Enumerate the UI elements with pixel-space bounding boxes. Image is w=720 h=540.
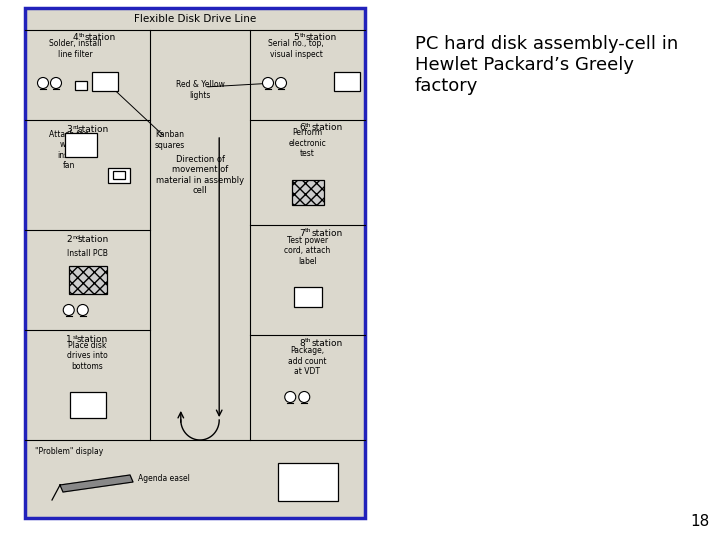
Text: Package,
add count
at VDT: Package, add count at VDT (288, 346, 327, 376)
Text: th: th (78, 33, 85, 38)
Circle shape (77, 305, 89, 315)
Text: PC hard disk assembly-cell in
Hewlet Packard’s Greely
factory: PC hard disk assembly-cell in Hewlet Pac… (415, 35, 678, 94)
Bar (92, 71, 118, 91)
Text: station: station (78, 235, 109, 245)
Text: th: th (305, 338, 312, 343)
Text: 2: 2 (66, 235, 71, 245)
Text: Solder, install
line filter: Solder, install line filter (49, 39, 102, 59)
Text: station: station (312, 228, 343, 238)
Text: th: th (300, 33, 306, 38)
Circle shape (276, 78, 287, 89)
Text: "Problem" display: "Problem" display (35, 448, 103, 456)
Text: station: station (312, 339, 343, 348)
Bar (108, 167, 130, 183)
Text: Test power
cord, attach
label: Test power cord, attach label (284, 236, 330, 266)
Text: Attach fan
wire,
install
fan: Attach fan wire, install fan (49, 130, 89, 170)
Text: station: station (85, 33, 116, 43)
Text: 5: 5 (293, 33, 299, 43)
Text: Install PCB: Install PCB (67, 248, 108, 258)
Text: 8: 8 (299, 339, 305, 348)
Text: Agenda easel: Agenda easel (138, 474, 190, 483)
Text: th: th (305, 228, 312, 233)
Text: rd: rd (72, 125, 78, 130)
Bar (75, 80, 87, 90)
Bar (334, 71, 360, 91)
Text: Direction of
movement of
material in assembly
cell: Direction of movement of material in ass… (156, 155, 244, 195)
Text: Red & Yellow
lights: Red & Yellow lights (176, 80, 225, 100)
Bar (294, 287, 322, 307)
Circle shape (263, 78, 274, 89)
Text: 6: 6 (299, 124, 305, 132)
Text: Kanban
squares: Kanban squares (155, 130, 185, 150)
Circle shape (284, 392, 296, 402)
Text: th: th (305, 123, 312, 128)
Circle shape (50, 78, 61, 89)
Circle shape (63, 305, 74, 315)
Text: Perform
electronic
test: Perform electronic test (289, 128, 326, 158)
Text: Place disk
drives into
bottoms: Place disk drives into bottoms (67, 341, 108, 371)
Text: station: station (312, 124, 343, 132)
Text: 1: 1 (66, 335, 71, 345)
Bar (277, 463, 338, 501)
Text: station: station (306, 33, 337, 43)
Text: 4: 4 (72, 33, 78, 43)
Polygon shape (60, 475, 133, 492)
Text: 3: 3 (66, 125, 71, 134)
Text: 18: 18 (690, 515, 710, 530)
Text: nd: nd (72, 235, 80, 240)
Text: Pallet
of
cartons: Pallet of cartons (293, 467, 322, 497)
Bar (25, 8, 365, 518)
Bar (70, 392, 106, 418)
Text: st: st (72, 335, 78, 340)
Text: 7: 7 (299, 228, 305, 238)
Text: Serial no., top,
visual inspect: Serial no., top, visual inspect (268, 39, 324, 59)
Bar (292, 179, 323, 205)
Circle shape (299, 392, 310, 402)
Text: Flexible Disk Drive Line: Flexible Disk Drive Line (134, 14, 256, 24)
Bar (68, 266, 107, 294)
Text: station: station (77, 335, 108, 345)
Circle shape (37, 78, 48, 89)
Bar (113, 171, 125, 179)
Text: station: station (78, 125, 109, 134)
Bar (66, 133, 97, 157)
